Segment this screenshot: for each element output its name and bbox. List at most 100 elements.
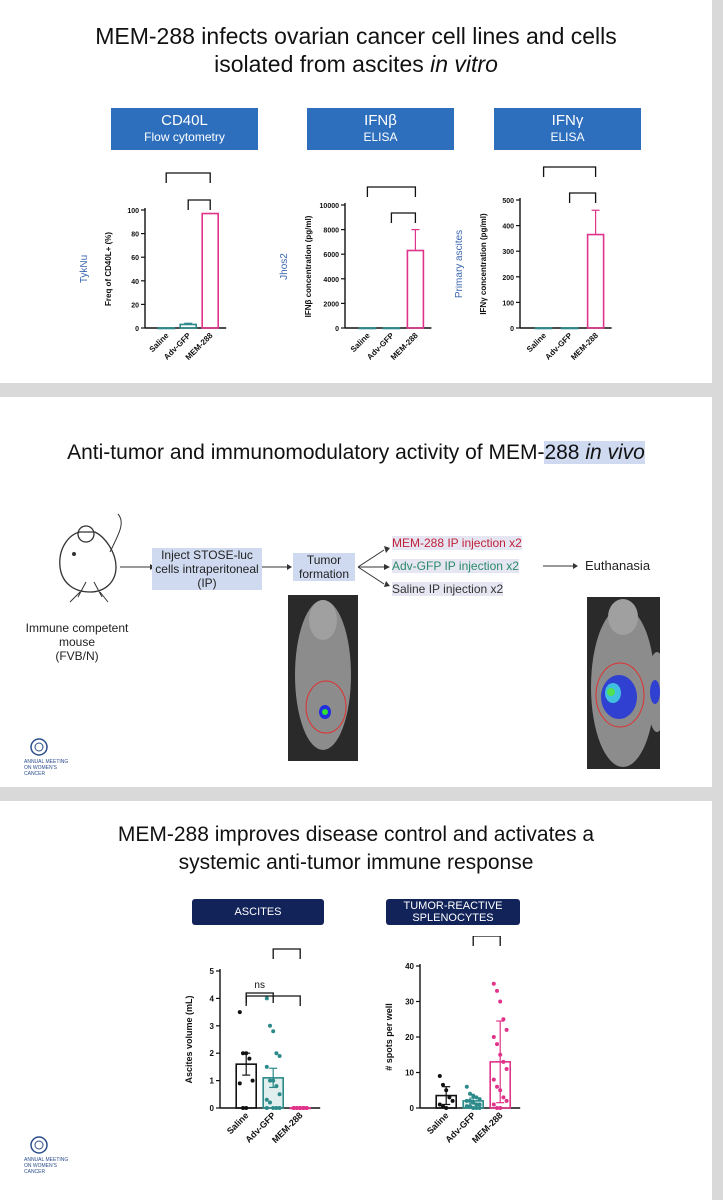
y-tick-label: 20: [405, 1033, 414, 1042]
inject-step: Inject STOSE-luc cells intraperitoneal (…: [152, 548, 262, 590]
assay-box-ifnb-method: ELISA: [363, 130, 398, 144]
data-point: [450, 1098, 455, 1103]
y-tick-label: 10000: [320, 203, 340, 210]
data-point: [264, 1064, 269, 1069]
assay-box-ifnb-title: IFNβ: [364, 112, 397, 129]
data-point: [491, 1035, 496, 1039]
splenocytes-box-line1: TUMOR-REACTIVE: [403, 900, 503, 912]
slide-infection-in-vitro: MEM-288 infects ovarian cancer cell line…: [0, 0, 712, 383]
data-point: [447, 1095, 452, 1100]
data-point: [464, 1084, 469, 1089]
data-point: [437, 1102, 442, 1107]
chart-ifng: 0 100 200 300 400 500 IFNγ concentration (pg/m…: [455, 166, 612, 362]
data-point: [474, 1095, 479, 1100]
bar: [179, 323, 197, 329]
category-label: Saline: [525, 331, 548, 354]
arm-saline: Saline IP injection x2: [392, 582, 504, 596]
assay-box-cd40l-title: CD40L: [161, 112, 208, 129]
data-point: [471, 1093, 476, 1098]
arm-advgfp: Adv-GFP IP injection x2: [392, 559, 519, 573]
assay-box-ifng-title: IFNγ: [551, 112, 584, 129]
data-point: [304, 1106, 309, 1110]
splenocytes-box-line2: SPLENOCYTES: [412, 912, 494, 924]
data-point: [464, 1098, 469, 1103]
assay-box-ifng-method: ELISA: [550, 130, 585, 144]
mouse-label-line2: mouse: [58, 635, 96, 649]
bar: [157, 327, 175, 330]
slide1-title-line2: isolated from ascites: [214, 51, 431, 77]
chart-ifnb: 0 2000 4000 6000 8000 10000 IFNβ concentration…: [279, 186, 432, 362]
bioluminescence-image-early: [288, 595, 358, 761]
data-point: [277, 1092, 282, 1097]
y-tick-label: 2: [210, 1049, 215, 1058]
data-point: [274, 1084, 279, 1089]
y-tick-label: 40: [131, 279, 139, 286]
sgo-logo-line1: ANNUAL MEETING: [24, 1157, 69, 1163]
data-point: [237, 1081, 242, 1086]
y-tick-label: 1: [210, 1077, 215, 1086]
ns-label: ns: [254, 980, 265, 991]
data-point: [244, 1051, 249, 1056]
y-tick-label: 80: [131, 232, 139, 239]
data-point: [444, 1088, 449, 1093]
assay-box-ifnb: IFNβ ELISA: [307, 108, 454, 150]
data-point: [295, 1106, 299, 1110]
y-tick-label: 3: [210, 1022, 215, 1031]
significance-bracket: [568, 192, 597, 203]
data-point: [441, 1104, 445, 1109]
data-point: [237, 1010, 242, 1015]
y-axis-label: Freq of CD40L+ (%): [104, 232, 113, 306]
data-point: [471, 1106, 476, 1110]
bar: [382, 327, 401, 330]
slide1-title-italic: in vitro: [430, 51, 498, 77]
tumor-formation-line2: formation: [298, 567, 350, 581]
data-point: [491, 1102, 496, 1107]
data-point: [277, 1053, 282, 1058]
y-tick-label: 100: [502, 300, 514, 307]
y-axis-label: # spots per well: [384, 1003, 394, 1071]
data-point: [274, 1106, 279, 1110]
data-point: [471, 1100, 476, 1105]
euthanasia-step: Euthanasia: [585, 558, 651, 573]
data-point: [274, 1051, 279, 1056]
data-point: [468, 1104, 472, 1109]
assay-box-ifng: IFNγ ELISA: [494, 108, 641, 150]
data-point: [495, 1042, 499, 1047]
cell-line-label: TykNu: [79, 255, 90, 283]
data-point: [271, 1078, 276, 1083]
y-tick-label: 8000: [323, 228, 339, 235]
y-tick-label: 0: [210, 1104, 215, 1113]
slide2-title-italic: in vivo: [585, 441, 645, 464]
data-point: [477, 1102, 482, 1107]
data-point: [495, 1106, 499, 1110]
y-tick-label: 4: [210, 994, 215, 1003]
data-point: [477, 1106, 482, 1110]
bar: [586, 233, 605, 329]
data-point: [268, 1100, 272, 1105]
data-point: [437, 1074, 442, 1079]
bioluminescence-image-late: [587, 597, 660, 769]
significance-bracket: [472, 936, 501, 946]
arrow-right-icon: [543, 563, 578, 569]
assay-box-cd40l-method: Flow cytometry: [144, 130, 225, 144]
slide1-title: MEM-288 infects ovarian cancer cell line…: [0, 22, 712, 78]
data-point: [241, 1051, 245, 1056]
significance-bracket: [272, 948, 301, 959]
sgo-logo-icon: [30, 738, 48, 756]
slide-in-vivo-design: Anti-tumor and immunomodulatory activity…: [0, 397, 712, 787]
y-tick-label: 0: [135, 326, 139, 333]
mouse-label-line3: (FVB/N): [55, 649, 99, 663]
slide3-title-line1: MEM-288 improves disease control and act…: [117, 823, 595, 846]
ns-bracket: [245, 992, 274, 1003]
y-tick-label: 6000: [323, 252, 339, 259]
data-point: [271, 1029, 276, 1034]
y-tick-label: 30: [405, 998, 414, 1007]
data-point: [464, 1104, 469, 1109]
data-point: [495, 1084, 499, 1089]
arm-mem288: MEM-288 IP injection x2: [392, 536, 522, 550]
data-point: [268, 1023, 272, 1028]
mouse-label: Immune competent mouse (FVB/N): [2, 621, 152, 663]
slide3-title-line2: systemic anti-tumor immune response: [178, 851, 534, 874]
data-point: [241, 1106, 245, 1110]
